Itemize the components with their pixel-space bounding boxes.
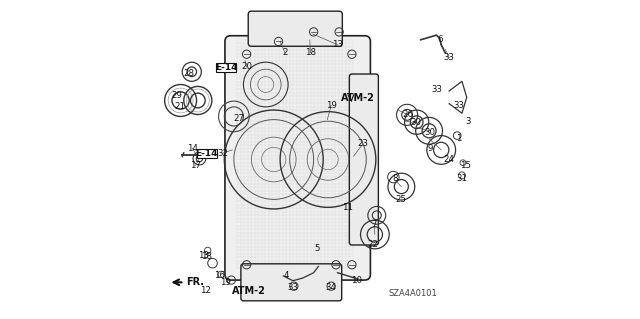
Text: 7: 7	[371, 220, 377, 229]
Text: SZA4A0101: SZA4A0101	[388, 289, 437, 298]
FancyBboxPatch shape	[248, 11, 342, 46]
Text: ATM-2: ATM-2	[340, 93, 374, 103]
Text: 2: 2	[282, 48, 287, 57]
Text: 31: 31	[456, 174, 467, 183]
Text: 33: 33	[287, 283, 298, 292]
Text: 29: 29	[171, 91, 182, 100]
Text: 12: 12	[200, 286, 211, 295]
Text: E-14: E-14	[195, 149, 218, 158]
Text: 33: 33	[453, 101, 464, 110]
Text: 9: 9	[428, 144, 433, 153]
Text: FR.: FR.	[186, 277, 204, 287]
Text: 30: 30	[424, 128, 436, 137]
Text: 21: 21	[174, 102, 185, 111]
Text: 26: 26	[402, 110, 413, 119]
Text: 10: 10	[351, 276, 362, 285]
FancyBboxPatch shape	[225, 36, 371, 280]
Text: 18: 18	[305, 48, 316, 57]
Text: 19: 19	[220, 278, 231, 287]
Text: 4: 4	[284, 271, 289, 280]
Text: 15: 15	[460, 161, 470, 170]
Text: 3: 3	[465, 117, 471, 126]
Text: 19: 19	[326, 101, 337, 110]
Text: ATM-2: ATM-2	[232, 286, 266, 296]
Text: 6: 6	[437, 35, 442, 44]
Text: 8: 8	[392, 174, 397, 183]
Text: 28: 28	[184, 69, 195, 78]
Text: 24: 24	[444, 155, 454, 164]
FancyBboxPatch shape	[241, 264, 342, 301]
Text: 13: 13	[332, 40, 343, 49]
Text: E-14: E-14	[214, 63, 237, 72]
Text: 33: 33	[431, 85, 442, 94]
FancyBboxPatch shape	[349, 74, 378, 245]
Text: 27: 27	[233, 114, 244, 122]
Text: 25: 25	[396, 195, 407, 204]
Text: 32: 32	[217, 149, 228, 158]
Text: 16: 16	[214, 271, 225, 280]
Text: 11: 11	[342, 203, 353, 212]
Text: 23: 23	[358, 139, 369, 148]
Text: 17: 17	[190, 161, 201, 170]
Text: 20: 20	[241, 63, 252, 71]
FancyBboxPatch shape	[216, 63, 236, 72]
Text: 33: 33	[444, 53, 454, 62]
Text: 13: 13	[198, 251, 209, 260]
Text: 5: 5	[314, 244, 319, 253]
Text: 14: 14	[187, 144, 198, 153]
Text: 30: 30	[410, 118, 421, 127]
Text: 34: 34	[326, 283, 337, 292]
Text: 18: 18	[201, 252, 212, 261]
FancyBboxPatch shape	[197, 149, 217, 158]
Text: 1: 1	[456, 134, 461, 143]
Text: 22: 22	[367, 240, 378, 249]
